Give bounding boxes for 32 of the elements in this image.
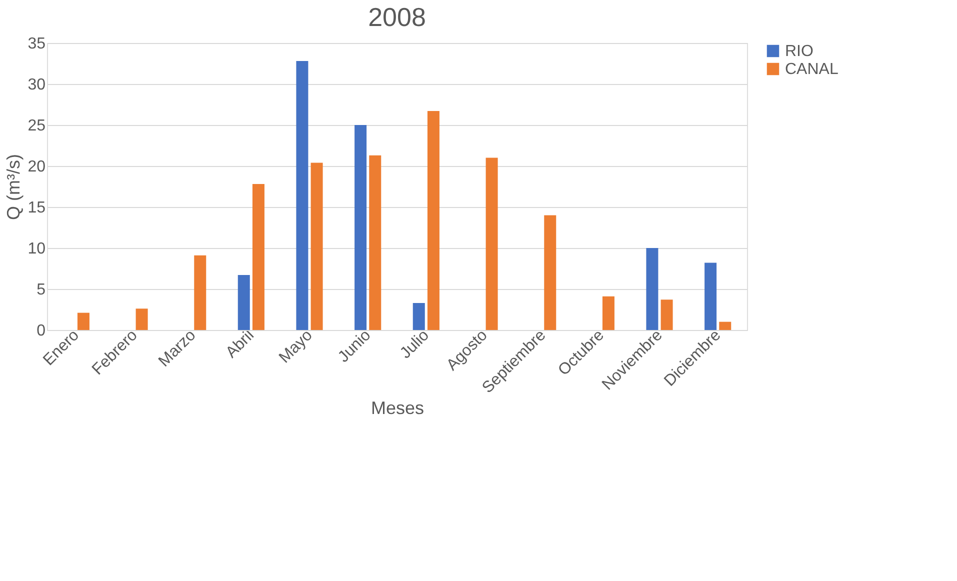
bar bbox=[544, 215, 556, 330]
y-tick-label: 20 bbox=[28, 158, 46, 176]
y-tick-label: 5 bbox=[36, 282, 46, 298]
y-axis-title: Q (m³/s) bbox=[4, 154, 24, 220]
bar bbox=[77, 312, 90, 330]
y-tick-label: 30 bbox=[28, 76, 46, 94]
chart-title: 2008 bbox=[368, 2, 426, 32]
legend-label: CANAL bbox=[785, 61, 838, 78]
bar bbox=[486, 158, 498, 330]
bar bbox=[136, 308, 148, 330]
bar bbox=[310, 162, 323, 330]
bar bbox=[660, 300, 673, 330]
bar bbox=[194, 255, 206, 330]
bar bbox=[369, 155, 382, 330]
legend-label: RIO bbox=[785, 43, 814, 60]
y-tick-label: 10 bbox=[28, 240, 46, 258]
y-tick-label: 15 bbox=[28, 200, 46, 216]
x-tick-label: Julio bbox=[397, 326, 433, 362]
bar bbox=[252, 184, 264, 330]
x-axis-title: Meses bbox=[370, 398, 424, 418]
y-tick-label: 0 bbox=[36, 322, 46, 340]
bar bbox=[704, 262, 717, 330]
bar bbox=[412, 302, 425, 330]
bar bbox=[602, 296, 614, 330]
bar bbox=[719, 322, 732, 330]
bar bbox=[238, 275, 250, 330]
y-tick-label: 25 bbox=[28, 118, 46, 134]
bar bbox=[646, 248, 658, 330]
bar bbox=[427, 111, 440, 330]
bar bbox=[354, 125, 367, 330]
bar bbox=[296, 61, 308, 330]
y-tick-label: 35 bbox=[28, 36, 46, 52]
